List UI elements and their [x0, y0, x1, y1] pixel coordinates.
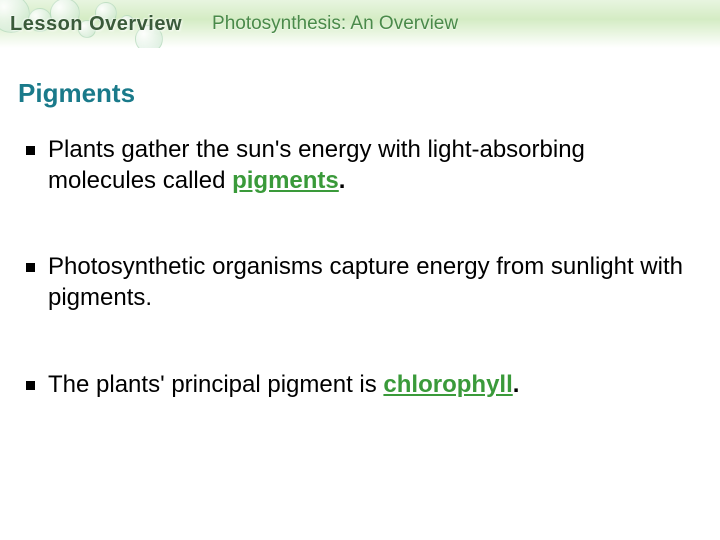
bullet-list: Plants gather the sun's energy with ligh… — [18, 135, 690, 401]
section-heading: Pigments — [18, 78, 690, 109]
bullet-item: Plants gather the sun's energy with ligh… — [18, 135, 690, 196]
bullet-item: The plants' principal pigment is chlorop… — [18, 370, 690, 401]
bullet-text-post: . — [513, 371, 520, 398]
slide-content: Pigments Plants gather the sun's energy … — [0, 48, 720, 401]
lesson-overview-label: Lesson Overview — [10, 13, 182, 36]
keyword-chlorophyll: chlorophyll — [383, 371, 512, 398]
keyword-pigments: pigments — [232, 167, 339, 194]
lesson-title: Photosynthesis: An Overview — [212, 13, 458, 35]
bullet-text-post: . — [339, 167, 346, 194]
bullet-text-pre: The plants' principal pigment is — [48, 371, 383, 398]
slide-header: Lesson Overview Photosynthesis: An Overv… — [0, 0, 720, 48]
bullet-item: Photosynthetic organisms capture energy … — [18, 252, 690, 313]
bullet-text-pre: Photosynthetic organisms capture energy … — [48, 253, 683, 311]
